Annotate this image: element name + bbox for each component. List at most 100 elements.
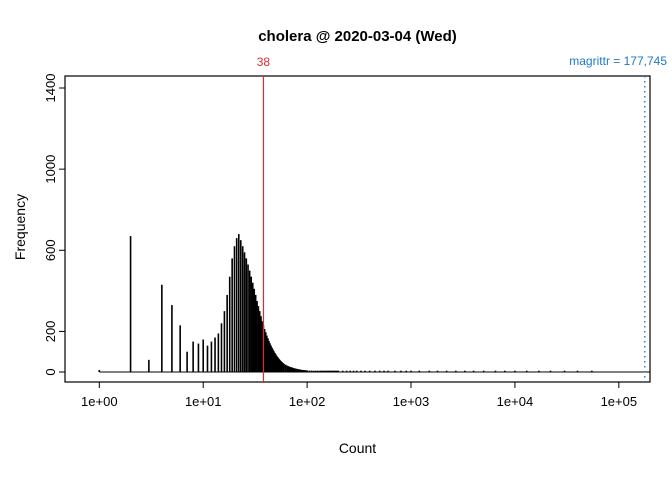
histogram-bar	[314, 370, 317, 372]
histogram-bar	[410, 370, 412, 372]
histogram-bar	[248, 270, 251, 372]
histogram-bar	[400, 370, 402, 372]
histogram-bar	[331, 370, 334, 372]
histogram-bar	[210, 341, 213, 372]
histogram-bar	[214, 337, 216, 372]
histogram-bar	[345, 370, 348, 372]
histogram-bar	[226, 294, 228, 372]
histogram-bar	[321, 370, 324, 372]
histogram-bar	[326, 370, 328, 372]
histogram-bar	[327, 370, 330, 372]
x-tick-label: 1e+02	[289, 394, 326, 409]
histogram-bar	[504, 370, 506, 372]
histogram-bar	[297, 369, 299, 372]
histogram-bar	[549, 370, 552, 372]
histogram-bar	[256, 301, 258, 372]
histogram-bar	[306, 370, 308, 372]
histogram-bar	[270, 345, 272, 372]
histogram-bar	[360, 370, 362, 372]
histogram-bar	[563, 370, 566, 372]
histogram-bar	[161, 284, 163, 372]
x-axis-label: Count	[338, 440, 377, 456]
histogram-bar	[243, 252, 246, 372]
red-line-label: 38	[256, 55, 271, 69]
histogram-bar	[98, 369, 101, 372]
histogram-bar	[445, 370, 448, 372]
histogram-bar	[202, 339, 204, 372]
histogram-bar	[264, 332, 267, 372]
x-tick-label: 1e+01	[185, 394, 222, 409]
histogram-bar	[260, 316, 262, 372]
histogram-bar	[273, 351, 275, 372]
x-tick-label: 1e+04	[497, 394, 534, 409]
histogram-bar	[245, 258, 248, 372]
histogram-bar	[253, 288, 256, 372]
histogram-bar	[374, 370, 376, 372]
histogram-bar	[220, 323, 223, 372]
histogram-bar	[378, 370, 381, 372]
histogram-bar	[275, 354, 277, 372]
histogram-bar	[330, 370, 332, 372]
histogram-bar	[283, 363, 285, 372]
histogram-bar	[269, 343, 271, 372]
y-axis-label: Frequency	[12, 193, 28, 261]
histogram-bar	[239, 240, 242, 372]
histogram-bar	[290, 367, 292, 372]
histogram-bar	[247, 264, 249, 372]
histogram-bar	[231, 258, 233, 372]
histogram-bar	[241, 246, 244, 372]
histogram-bar	[223, 311, 226, 372]
histogram-bar	[368, 370, 371, 372]
histogram-bar	[319, 370, 322, 372]
histogram-bar	[268, 340, 270, 372]
histogram-bar	[525, 370, 528, 372]
histogram-bar	[332, 370, 335, 372]
plot-box	[64, 75, 651, 383]
histogram-bar	[254, 294, 257, 372]
histogram-bar	[464, 370, 466, 372]
histogram-bar	[275, 355, 278, 372]
histogram-bar	[251, 282, 254, 372]
histogram-bar	[324, 370, 327, 372]
histogram-bar	[300, 369, 303, 372]
histogram-bar	[277, 358, 280, 372]
histogram-bar	[298, 369, 301, 372]
histogram-bar	[576, 370, 579, 372]
histogram-bar	[436, 370, 439, 372]
y-tick-label: 0	[43, 368, 58, 375]
histogram-bar	[197, 343, 200, 372]
histogram-bar	[591, 370, 593, 372]
histogram-bar	[261, 321, 264, 372]
histogram-bar	[310, 370, 313, 372]
histogram-bar	[286, 365, 288, 372]
histogram-bar	[302, 369, 305, 372]
histogram-bar	[267, 338, 269, 372]
histogram-bar	[293, 368, 296, 372]
histogram-bar	[472, 370, 475, 372]
histogram-bar	[455, 370, 457, 372]
blue-line-label: magrittr = 177,745	[569, 54, 667, 68]
histogram-bar	[296, 368, 298, 372]
histogram-bar	[316, 370, 318, 372]
histogram-bar	[292, 367, 295, 372]
x-tick-label: 1e+00	[81, 394, 118, 409]
histogram-bar	[179, 325, 181, 372]
histogram-bar	[364, 370, 366, 372]
histogram-bar	[284, 364, 287, 372]
histogram-bar	[308, 370, 311, 372]
histogram-bar	[287, 366, 290, 372]
histogram-bar	[336, 370, 339, 372]
histogram-bar	[299, 369, 302, 372]
histogram-bar	[383, 370, 385, 372]
histogram-bar	[323, 370, 325, 372]
histogram-bar	[228, 276, 231, 372]
y-tick-label: 1000	[43, 155, 58, 184]
histogram-bar	[349, 370, 352, 372]
histogram-bar	[304, 370, 307, 372]
histogram-bar	[233, 246, 236, 372]
histogram-bar	[274, 352, 276, 372]
histogram-bar	[301, 369, 304, 372]
histogram-bar	[258, 311, 261, 372]
histogram-bar	[428, 370, 431, 372]
